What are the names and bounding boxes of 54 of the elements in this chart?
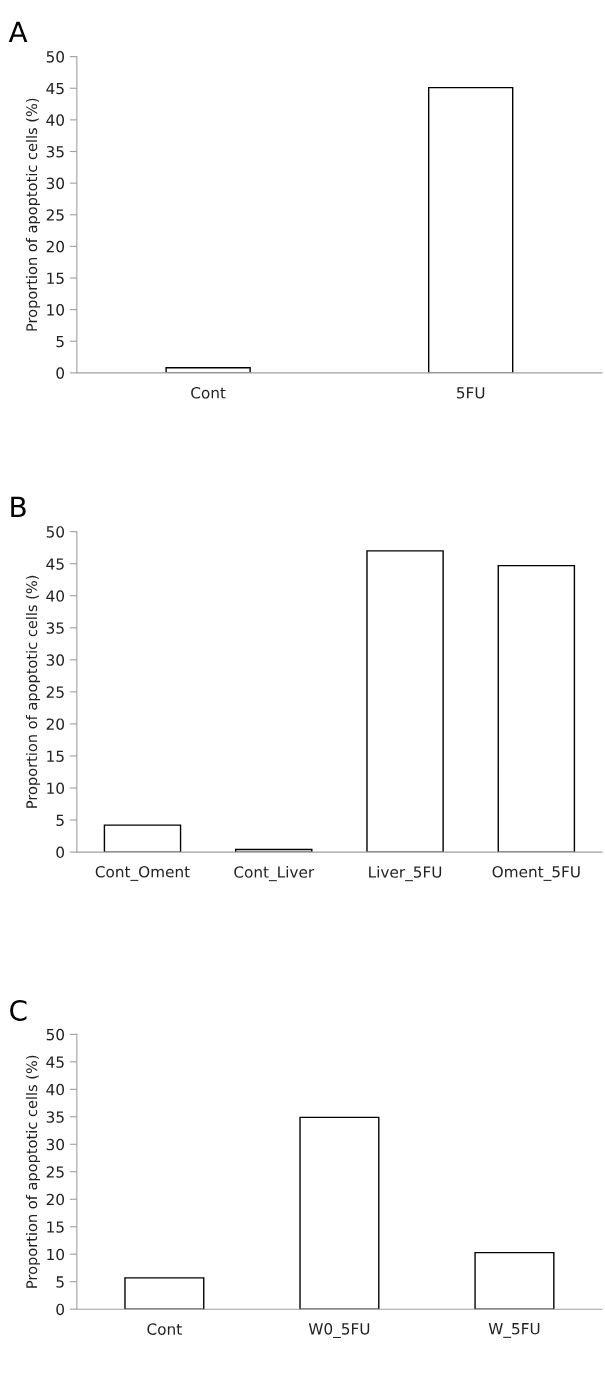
y-tick-label: 10: [47, 782, 65, 795]
bar: [299, 1116, 380, 1310]
y-tick-label: 30: [46, 654, 65, 666]
y-tick-label: 20: [46, 718, 65, 730]
bar: [474, 1251, 555, 1310]
y-tick-label: 50: [46, 1028, 65, 1041]
y-tick-label: 25: [46, 209, 64, 221]
bar: [497, 564, 576, 853]
x-tick-label: Cont_Liver: [234, 865, 315, 882]
y-tick-label: 45: [46, 1056, 64, 1068]
y-tick-label: 10: [47, 304, 65, 316]
y-tick-label: 25: [46, 686, 64, 698]
y-tick-label: 40: [46, 1083, 65, 1096]
y-tick-label: 35: [46, 1111, 64, 1123]
x-tick-label: Cont: [147, 1323, 182, 1335]
y-tick-label: 20: [46, 1193, 65, 1206]
y-tick-label: 40: [46, 590, 65, 602]
y-tick-label: 25: [46, 1166, 64, 1178]
y-tick-label: 30: [46, 1138, 65, 1151]
chart-title: B: [11, 496, 26, 517]
y-tick-label: 45: [46, 558, 64, 570]
y-tick-label: 5: [56, 814, 64, 827]
x-tick-label: 5FU: [457, 387, 485, 399]
y-tick-label: 40: [46, 114, 65, 126]
y-tick-label: 0: [56, 367, 65, 379]
y-tick-label: 15: [47, 1221, 64, 1233]
y-axis-title: Proportion of apoptotic cells (%): [25, 98, 41, 331]
y-tick-label: 5: [56, 1276, 64, 1288]
x-tick-label: W_5FU: [488, 1323, 540, 1338]
chart-title: A: [8, 21, 28, 42]
y-axis-title: Proportion of apoptotic cells (%): [25, 1055, 41, 1288]
y-tick-label: 5: [56, 335, 64, 348]
y-tick-label: 0: [56, 1303, 65, 1316]
y-tick-label: 0: [56, 846, 65, 859]
y-tick-label: 35: [46, 145, 64, 158]
y-tick-label: 50: [46, 51, 65, 63]
x-tick-label: Cont: [191, 387, 226, 399]
x-tick-label: W0_5FU: [308, 1323, 370, 1339]
y-tick-label: 20: [46, 240, 65, 253]
x-tick-label: Oment_5FU: [492, 865, 580, 881]
y-tick-label: 45: [46, 82, 64, 95]
y-tick-label: 30: [46, 177, 65, 190]
x-tick-label: Liver_5FU: [369, 865, 442, 882]
bar: [103, 824, 182, 853]
y-tick-label: 35: [46, 622, 64, 634]
y-tick-label: 15: [47, 750, 64, 762]
y-tick-label: 15: [47, 272, 64, 285]
x-tick-label: Cont_Oment: [95, 865, 190, 881]
bar: [366, 550, 444, 853]
bar: [124, 1277, 205, 1310]
y-tick-label: 50: [46, 526, 65, 538]
y-axis-title: Proportion of apoptotic cells (%): [25, 575, 41, 808]
y-tick-label: 10: [47, 1248, 65, 1261]
chart-title: C: [10, 999, 27, 1021]
